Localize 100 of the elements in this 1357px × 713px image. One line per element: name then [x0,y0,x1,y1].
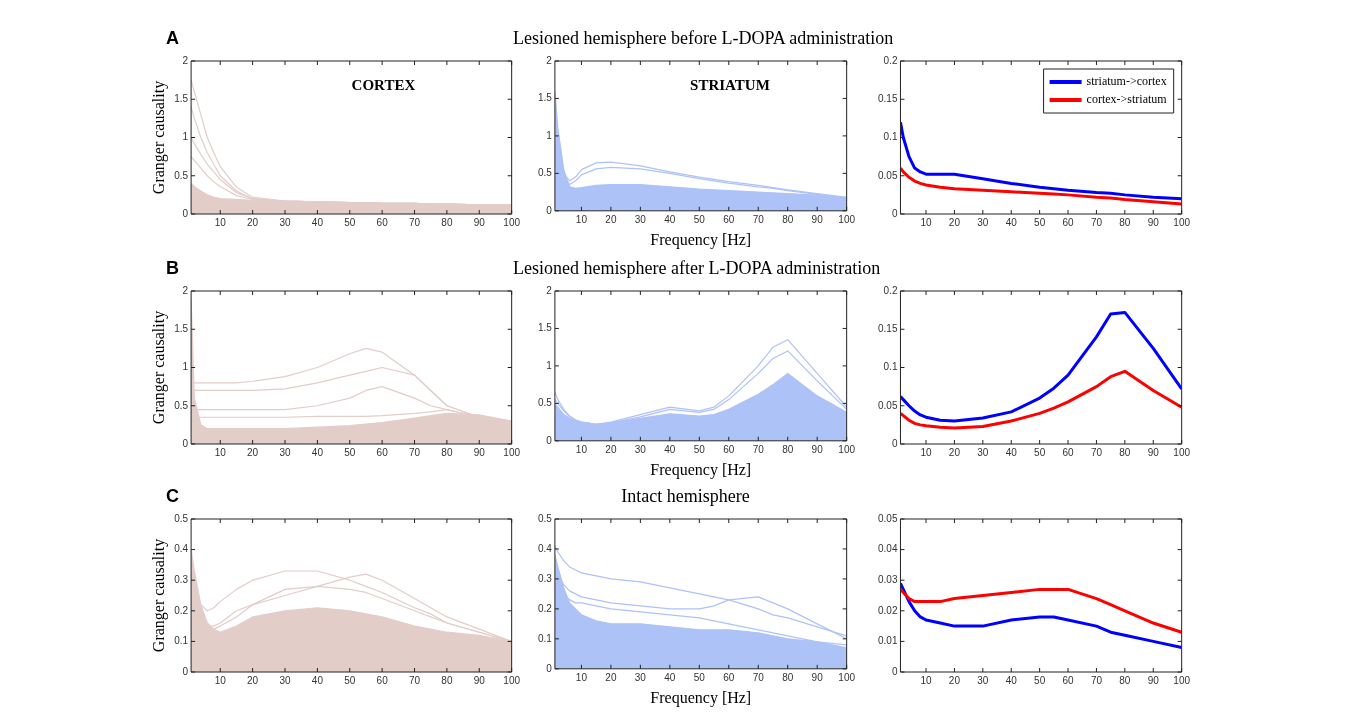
y-tick-label: 0.05 [877,512,898,524]
x-tick-label: 90 [473,446,486,458]
x-tick-label: 30 [977,674,989,686]
x-tick-label: 60 [1062,446,1075,458]
y-tick-label: 1 [546,129,553,141]
y-tick-label: 2 [182,54,189,66]
x-tick-label: 70 [408,216,421,228]
x-tick-label: 60 [1062,216,1075,228]
y-tick-label: 0.1 [883,361,898,373]
y-tick-label: 0.1 [538,632,553,644]
x-tick-label: 30 [279,674,291,686]
x-tick-label: 30 [279,216,291,228]
x-tick-label: 50 [693,671,706,683]
x-tick-label: 10 [575,443,588,455]
x-tick-label: 20 [605,213,617,225]
x-tick-label: 40 [311,674,324,686]
y-tick-label: 0 [546,662,553,674]
x-tick-label: 50 [693,443,706,455]
y-tick-label: 0.5 [174,399,189,411]
chart-title: Lesioned hemisphere after L-DOPA administration [513,258,881,280]
x-tick-label: 90 [1147,674,1160,686]
x-tick-label: 20 [948,446,961,458]
y-tick-label: 1.5 [538,92,553,104]
chart-title: Lesioned hemisphere before L-DOPA administration [513,28,894,50]
x-tick-label: 10 [920,216,933,228]
x-tick-label: 70 [1090,674,1103,686]
x-tick-label: 50 [344,674,356,686]
x-tick-label: 80 [441,446,453,458]
legend-label: striatum->cortex [1086,74,1167,89]
x-tick-label: 40 [311,216,324,228]
x-tick-label: 40 [311,446,324,458]
x-tick-label: 20 [605,671,617,683]
x-tick-label: 80 [782,671,794,683]
chart-title: Intact hemisphere [620,486,751,508]
x-tick-label: 100 [503,674,521,686]
x-tick-label: 10 [214,216,227,228]
y-tick-label: 0.04 [877,543,898,555]
x-tick-label: 20 [247,216,259,228]
y-tick-label: 0 [891,207,898,219]
y-tick-label: 0.3 [538,572,553,584]
x-tick-label: 100 [503,216,521,228]
x-tick-label: 90 [1147,446,1160,458]
x-tick-label: 80 [1119,216,1131,228]
y-tick-label: 1 [546,359,553,371]
x-tick-label: 70 [408,674,421,686]
y-tick-label: 0.15 [877,323,898,334]
x-axis-title: Frequency [Hz] [650,460,752,479]
x-tick-label: 90 [473,216,486,228]
y-tick-label: 0.1 [883,131,898,143]
x-tick-label: 100 [838,213,856,225]
x-tick-label: 100 [1173,674,1191,686]
x-tick-label: 50 [344,216,356,228]
y-tick-label: 0.03 [877,573,898,585]
y-tick-label: 0.1 [174,635,189,647]
x-tick-label: 80 [1119,674,1131,686]
x-tick-label: 10 [575,213,588,225]
y-tick-label: 0.05 [877,399,898,411]
x-axis-title: Frequency [Hz] [650,688,752,707]
y-tick-label: 0.4 [174,543,189,555]
x-tick-label: 60 [723,671,735,683]
y-tick-label: 0.5 [174,169,189,181]
y-tick-label: 0 [182,207,189,219]
x-tick-label: 30 [977,446,989,458]
x-tick-label: 20 [948,674,961,686]
x-tick-label: 30 [634,213,647,225]
y-axis-title: Granger causality [149,310,168,425]
x-tick-label: 10 [214,674,227,686]
x-tick-label: 20 [247,446,259,458]
annotation: STRIATUM [690,77,770,94]
x-tick-label: 60 [1062,674,1075,686]
x-tick-label: 40 [1005,446,1018,458]
y-tick-label: 0.5 [538,397,553,409]
x-tick-label: 10 [575,671,588,683]
chart-title: B [166,258,179,278]
x-tick-label: 90 [1147,216,1160,228]
y-axis-title: Granger causality [149,538,168,653]
y-tick-label: 0.02 [877,604,898,616]
x-tick-label: 100 [1173,216,1191,228]
x-tick-label: 100 [503,446,521,458]
y-tick-label: 1.5 [174,323,189,334]
x-tick-label: 60 [376,446,389,458]
x-tick-label: 30 [634,443,647,455]
x-tick-label: 30 [279,446,291,458]
x-tick-label: 40 [664,443,676,455]
x-tick-label: 70 [752,443,765,455]
annotation: CORTEX [351,77,416,94]
x-tick-label: 100 [838,671,856,683]
y-tick-label: 2 [182,284,189,296]
x-tick-label: 50 [1034,446,1046,458]
x-tick-label: 30 [634,671,647,683]
y-tick-label: 1.5 [538,322,553,334]
x-tick-label: 40 [664,213,676,225]
x-tick-label: 80 [441,216,453,228]
x-tick-label: 10 [920,446,933,458]
y-tick-label: 0.5 [538,167,553,179]
x-tick-label: 90 [811,671,824,683]
x-tick-label: 40 [1005,216,1018,228]
y-tick-label: 0 [891,665,898,677]
x-tick-label: 80 [441,674,453,686]
y-tick-label: 2 [546,54,553,66]
